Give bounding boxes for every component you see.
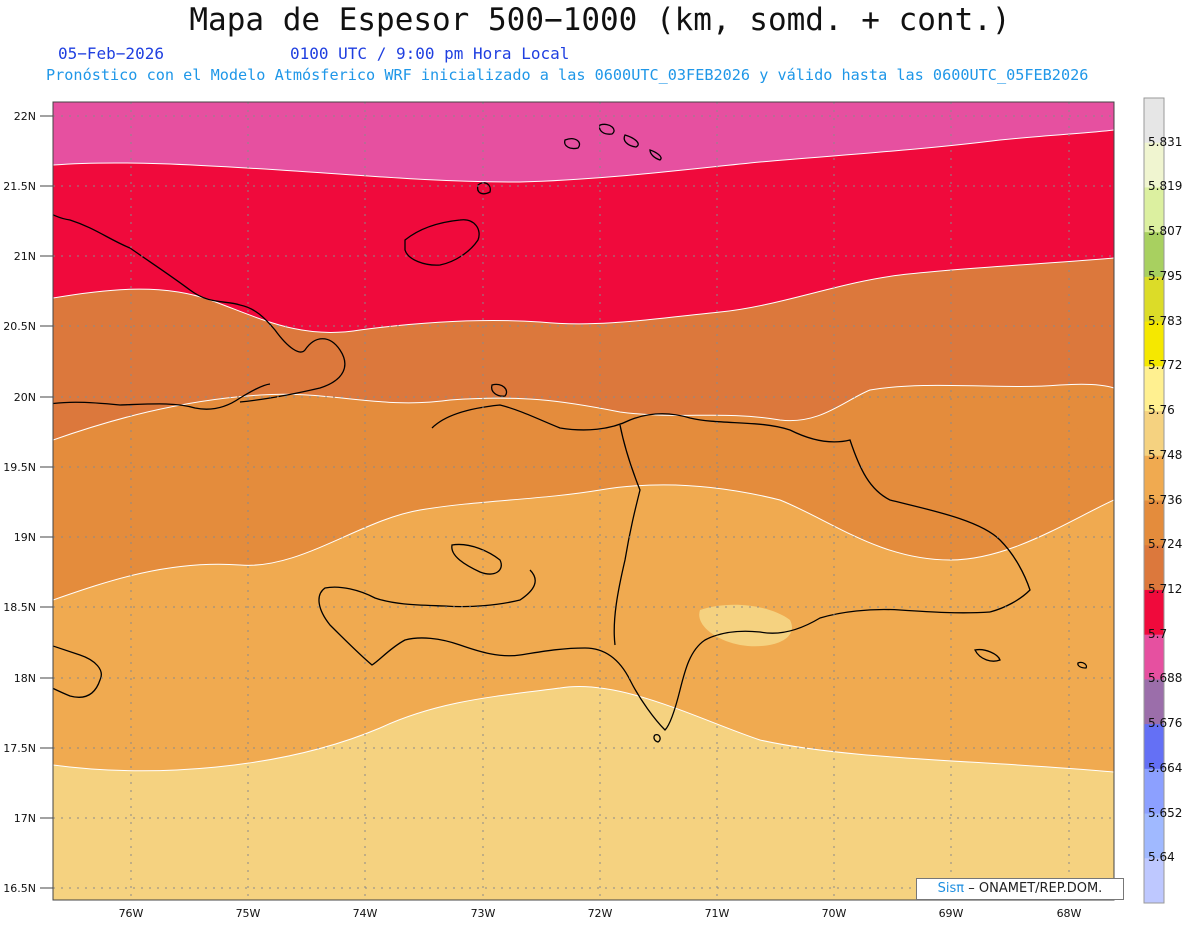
colorbar-swatch	[1144, 142, 1164, 188]
colorbar-swatch	[1144, 411, 1164, 457]
credit-text: – ONAMET/REP.DOM.	[968, 881, 1103, 896]
lat-label: 21N	[14, 250, 36, 263]
colorbar-label: 5.795	[1148, 268, 1183, 283]
colorbar	[1144, 98, 1164, 904]
longitude-axis: 76W 75W 74W 73W 72W 71W 70W 69W 68W	[119, 907, 1082, 920]
latitude-axis: 22N 21.5N 21N 20.5N 20N 19.5N 19N 18.5N …	[3, 110, 36, 895]
colorbar-swatch	[1144, 858, 1164, 904]
colorbar-swatch	[1144, 276, 1164, 323]
lon-label: 72W	[588, 907, 613, 920]
credit-box: Sisπ – ONAMET/REP.DOM.	[916, 878, 1124, 900]
colorbar-label: 5.652	[1148, 805, 1183, 820]
lat-label: 21.5N	[3, 180, 36, 193]
colorbar-label: 5.831	[1148, 134, 1183, 149]
colorbar-swatch	[1144, 98, 1164, 144]
colorbar-swatch	[1144, 813, 1164, 859]
colorbar-swatch	[1144, 321, 1164, 367]
lat-label: 18N	[14, 672, 36, 685]
colorbar-label: 5.819	[1148, 179, 1183, 194]
lon-label: 68W	[1057, 907, 1082, 920]
lat-label: 20N	[14, 391, 36, 404]
colorbar-label: 5.736	[1148, 492, 1183, 507]
gridlines	[53, 102, 1114, 900]
colorbar-label: 5.664	[1148, 760, 1183, 775]
colorbar-swatch	[1144, 455, 1164, 501]
lat-label: 19.5N	[3, 461, 36, 474]
lat-label: 16.5N	[3, 882, 36, 895]
coastlines	[53, 123, 1088, 743]
valid-date: 05−Feb−2026	[58, 44, 164, 63]
lon-label: 69W	[939, 907, 964, 920]
colorbar-label: 5.7	[1148, 626, 1168, 641]
colorbar-label: 5.64	[1148, 850, 1175, 865]
colorbar-label: 5.807	[1148, 224, 1183, 239]
colorbar-label: 5.783	[1148, 313, 1183, 328]
lat-label: 17N	[14, 812, 36, 825]
lon-label: 71W	[705, 907, 730, 920]
lon-label: 76W	[119, 907, 144, 920]
lat-label: 20.5N	[3, 320, 36, 333]
colorbar-label: 5.724	[1148, 537, 1183, 552]
lon-label: 74W	[353, 907, 378, 920]
forecast-description: Pronóstico con el Modelo Atmósferico WRF…	[46, 66, 1089, 84]
filled-contours	[53, 102, 1114, 900]
map-title: Mapa de Espesor 500−1000 (km, somd. + co…	[189, 2, 1011, 38]
colorbar-label: 5.772	[1148, 358, 1183, 373]
lat-label: 22N	[14, 110, 36, 123]
lon-label: 73W	[471, 907, 496, 920]
colorbar-swatch	[1144, 724, 1164, 770]
colorbar-label: 5.688	[1148, 671, 1183, 686]
colorbar-label: 5.712	[1148, 581, 1183, 596]
colorbar-label: 5.748	[1148, 447, 1183, 462]
colorbar-label: 5.76	[1148, 403, 1175, 418]
colorbar-swatch	[1144, 545, 1164, 591]
lon-label: 70W	[822, 907, 847, 920]
colorbar-swatch	[1144, 366, 1164, 412]
valid-time: 0100 UTC / 9:00 pm Hora Local	[290, 44, 570, 63]
lat-label: 17.5N	[3, 742, 36, 755]
colorbar-swatch	[1144, 187, 1164, 233]
colorbar-swatch	[1144, 589, 1164, 636]
colorbar-swatch	[1144, 679, 1164, 725]
lat-label: 19N	[14, 531, 36, 544]
credit-brand: Sisπ	[937, 881, 965, 896]
colorbar-label: 5.676	[1148, 716, 1183, 731]
lon-label: 75W	[236, 907, 261, 920]
colorbar-swatch	[1144, 634, 1164, 680]
colorbar-swatch	[1144, 232, 1164, 278]
colorbar-swatch	[1144, 768, 1164, 815]
colorbar-swatch	[1144, 500, 1164, 546]
lat-label: 18.5N	[3, 601, 36, 614]
